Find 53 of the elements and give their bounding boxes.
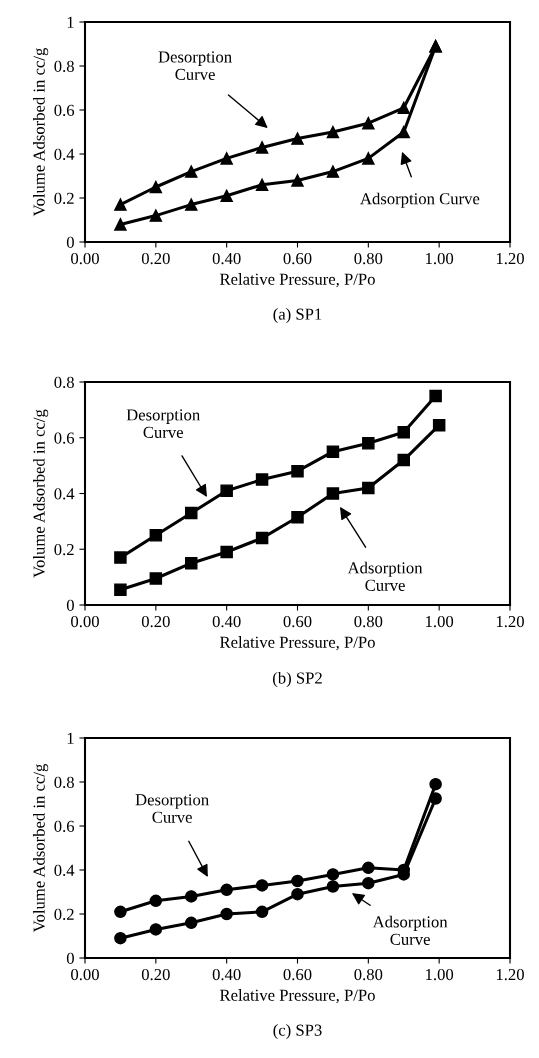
- x-tick-label: 0.20: [141, 252, 170, 265]
- y-tick-label: 0.4: [54, 864, 75, 877]
- x-axis-title: Relative Pressure, P/Po: [219, 273, 375, 288]
- y-tick-label: 0.8: [54, 60, 74, 73]
- y-tick-label: 0.6: [54, 104, 75, 117]
- y-tick-label: 1: [67, 732, 74, 744]
- annotation: Adsorption Curve: [372, 915, 448, 945]
- x-tick-label: 1.00: [426, 968, 454, 981]
- annotation: Adsorption Curve: [347, 561, 423, 591]
- annotation: Adsorption Curve: [360, 192, 480, 208]
- x-tick-label: 0.80: [354, 252, 383, 265]
- y-tick-label: 0.6: [54, 820, 75, 833]
- x-tick-label: 0.20: [141, 615, 170, 628]
- x-axis-title: Relative Pressure, P/Po: [219, 636, 375, 651]
- annotation: Desorption Curve: [135, 794, 209, 823]
- y-tick-label: 0.4: [54, 148, 75, 161]
- x-tick-label: 0.20: [141, 968, 170, 981]
- x-tick-label: 1.20: [496, 968, 524, 981]
- x-tick-label: 1.00: [426, 252, 454, 265]
- x-tick-label: 0.40: [212, 968, 241, 981]
- text: (c) SP3: [273, 1024, 322, 1040]
- y-tick-label: 0: [66, 599, 74, 611]
- y-axis-title: Volume Adsorbed in cc/g: [33, 47, 49, 217]
- y-tick-label: 0.8: [54, 376, 74, 389]
- y-axis-title: Volume Adsorbed in cc/g: [33, 409, 49, 578]
- annotation: Desorption Curve: [158, 51, 232, 80]
- x-tick-label: 1.20: [496, 615, 524, 628]
- x-tick-label: 0.60: [283, 968, 312, 981]
- y-tick-label: 0: [66, 952, 74, 964]
- x-tick-label: 0.60: [283, 615, 312, 628]
- x-axis-title: Relative Pressure, P/Po: [219, 989, 375, 1004]
- y-tick-label: 1: [67, 16, 74, 28]
- text: (a) SP1: [273, 308, 322, 324]
- x-tick-label: 0.40: [212, 252, 241, 265]
- y-tick-label: 0.8: [54, 776, 74, 789]
- x-tick-label: 0.00: [71, 615, 99, 628]
- x-tick-label: 1.20: [496, 252, 524, 265]
- x-tick-label: 0.00: [71, 968, 99, 981]
- y-tick-label: 0.2: [54, 543, 74, 556]
- y-axis-title: Volume Adsorbed in cc/g: [33, 763, 49, 933]
- y-tick-label: 0.2: [54, 192, 74, 205]
- x-tick-label: 0.40: [212, 615, 241, 628]
- text: (b) SP2: [273, 671, 322, 688]
- x-tick-label: 0.00: [71, 252, 99, 265]
- y-tick-label: 0.6: [54, 432, 75, 444]
- x-tick-label: 0.80: [354, 968, 383, 981]
- x-tick-label: 0.60: [283, 252, 312, 265]
- y-tick-label: 0.2: [54, 908, 74, 921]
- x-tick-label: 0.80: [354, 615, 383, 628]
- y-tick-label: 0.4: [54, 488, 75, 500]
- x-tick-label: 1.00: [426, 615, 454, 628]
- y-tick-label: 0: [66, 236, 74, 248]
- annotation: Desorption Curve: [126, 409, 200, 438]
